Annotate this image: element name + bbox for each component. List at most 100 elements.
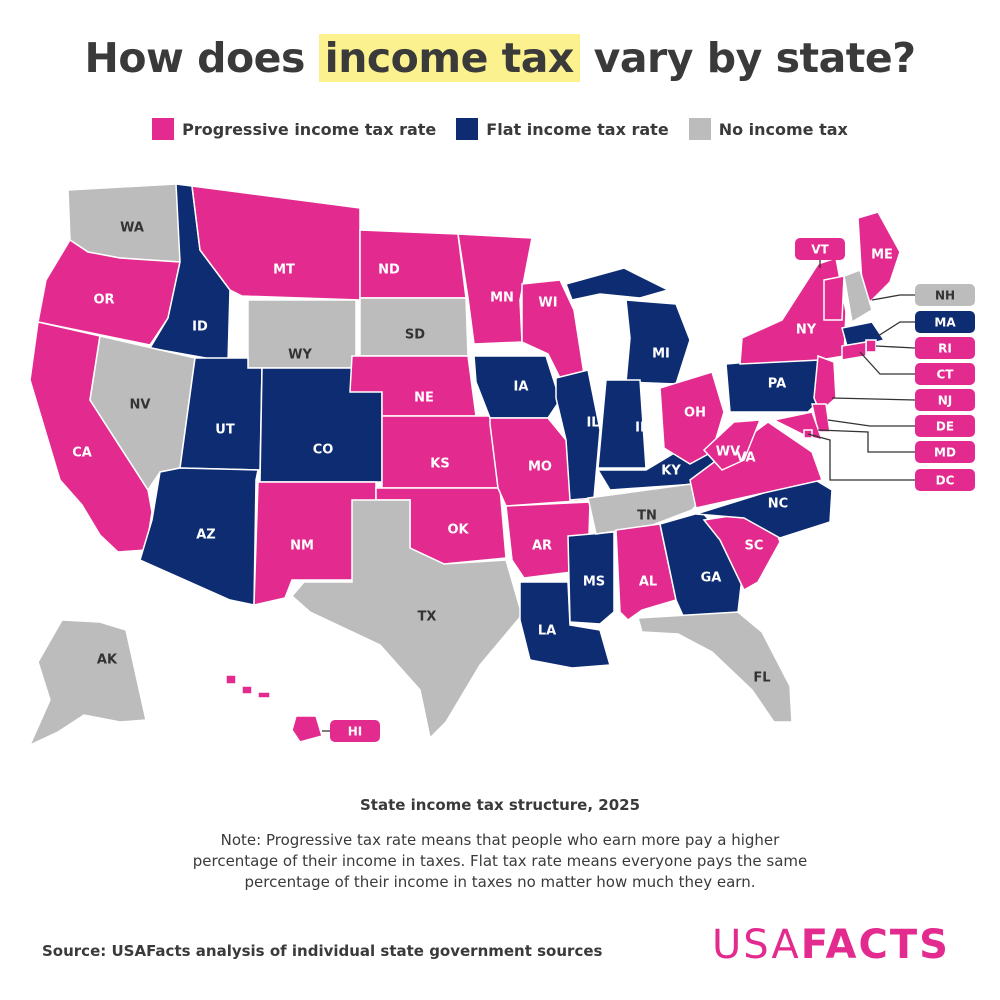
label-box-dc [915,469,975,491]
state-label-la: LA [538,624,556,639]
label-box-ma [915,311,975,333]
legend-label-flat: Flat income tax rate [486,119,669,139]
state-label-mi: MI [652,347,670,362]
state-label-ga: GA [701,571,722,586]
state-fl [637,611,793,723]
legend-item-flat: Flat income tax rate [456,118,669,140]
leader-line-ri [875,345,916,349]
state-in [597,379,647,469]
state-labels: WA OR CA ID NV MT WY UT AZ CO NM ND SD NE KS OK TX MN IA MO… [72,221,975,742]
state-label-va: VA [736,451,755,466]
leader-lines [322,260,916,732]
state-il [555,369,601,501]
leader-line-nh [871,294,915,301]
state-nd [359,229,467,299]
legend-item-progressive: Progressive income tax rate [152,118,436,140]
state-label-pa: PA [768,377,786,392]
state-wv [702,419,762,471]
state-nj [813,354,837,414]
state-label-ny: NY [796,323,817,338]
state-label-ak: AK [97,653,118,668]
state-label-oh: OH [684,406,706,421]
state-label-il: IL [586,416,599,431]
state-hi [225,674,237,685]
label-box-hi [330,720,380,742]
label-box-nh [915,284,975,306]
title-highlight: income tax [318,34,580,82]
state-label-nc: NC [768,497,788,512]
state-label-nj: NJ [938,394,953,408]
state-ny [739,257,847,365]
leader-line-ct [859,351,915,375]
state-label-dc: DC [936,474,955,488]
state-label-wv: WV [716,445,740,460]
label-box-ri [915,337,975,359]
state-mt [191,185,361,301]
state-label-co: CO [313,443,334,458]
leader-line-nj [831,397,916,401]
state-ks [381,415,499,489]
state-label-fl: FL [753,671,770,686]
state-label-de: DE [936,420,954,434]
state-label-ia: IA [514,380,529,395]
state-label-al: AL [639,575,657,590]
state-ut [179,357,263,471]
legend: Progressive income tax rate Flat income … [0,118,1000,140]
legend-swatch-none [688,118,711,140]
state-label-wy: WY [288,348,312,363]
leader-line-dc [807,433,915,481]
leader-line-md [817,429,915,453]
legend-swatch-flat [456,118,479,140]
state-mo [489,417,592,507]
legend-label-none: No income tax [718,119,848,139]
state-hi-part-3 [291,715,323,743]
state-label-or: OR [93,293,114,308]
legend-label-progressive: Progressive income tax rate [182,119,437,139]
state-ak [28,619,147,747]
state-label-ms: MS [583,575,605,590]
label-box-ct [915,363,975,385]
state-label-az: AZ [196,528,216,543]
state-vt [823,275,845,321]
legend-swatch-progressive [152,118,175,140]
state-nm [253,481,377,606]
state-label-sd: SD [405,328,425,343]
state-label-ut: UT [215,423,235,438]
us-state-map: WA OR CA ID NV MT WY UT AZ CO NM ND SD NE KS OK TX MN IA MO… [28,183,975,747]
state-az [139,467,259,606]
state-label-in: IN [635,421,651,436]
state-label-nh: NH [935,289,955,303]
state-label-ma: MA [934,316,956,330]
state-label-md: MD [934,446,956,460]
label-box-vt [795,238,845,260]
state-label-wi: WI [538,296,557,311]
state-label-ks: KS [430,457,449,472]
state-label-ky: KY [661,464,681,479]
state-label-nm: NM [290,539,314,554]
state-label-tn: TN [637,509,657,524]
state-label-sc: SC [745,539,764,554]
state-label-wa: WA [120,221,144,236]
state-label-ar: AR [532,539,552,554]
state-tx [290,499,523,740]
state-ct [841,341,867,361]
state-label-tx: TX [418,610,437,625]
state-label-id: ID [192,320,208,335]
legend-item-none: No income tax [688,118,848,140]
logo-usa: USA [712,922,801,968]
logo-facts: FACTS [800,922,950,968]
state-mn [457,233,533,345]
usafacts-logo: USAFACTS [712,922,950,968]
state-label-me: ME [871,248,893,263]
state-label-mt: MT [273,263,295,278]
state-label-ok: OK [447,523,469,538]
state-label-ca: CA [72,446,92,461]
state-label-mn: MN [490,291,514,306]
state-hi-part-2 [257,691,271,699]
state-label-ne: NE [414,391,434,406]
leader-line-de [827,419,915,427]
state-mi [625,299,691,385]
label-box-md [915,441,975,463]
label-box-nj [915,389,975,411]
state-label-ri: RI [938,342,952,356]
